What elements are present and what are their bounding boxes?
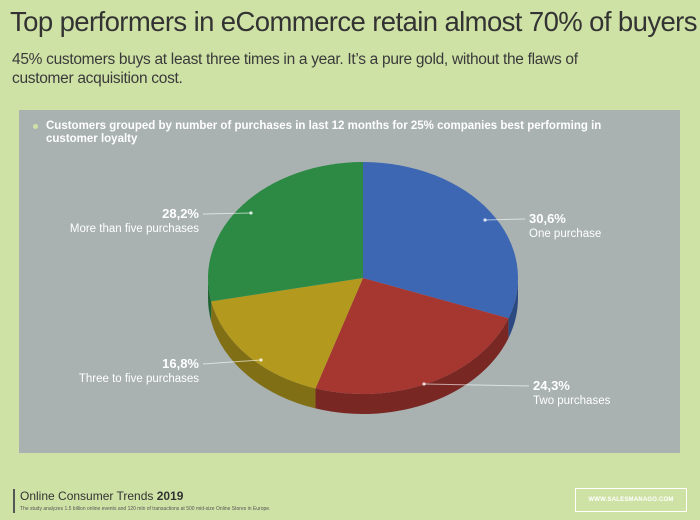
- pie-slice-two-purchases: [315, 278, 509, 394]
- category-label-three-to-five-purchases: Three to five purchases: [79, 373, 199, 385]
- pie-chart: 30,6% One purchase 24,3% Two purchases 16,8%…: [70, 162, 611, 414]
- chart-panel: Customers grouped by number of purchases…: [19, 110, 680, 453]
- value-label-one-purchase: 30,6%: [529, 211, 566, 226]
- leader-line-more-than-five-purchases: [202, 212, 252, 215]
- category-label-one-purchase: One purchase: [529, 228, 601, 240]
- leader-dot-three-to-five-purchases: [259, 358, 263, 362]
- category-label-two-purchases: Two purchases: [533, 395, 611, 407]
- leader-line-three-to-five-purchases: [202, 359, 262, 365]
- pie-slice-side-three-to-five-purchases: [211, 301, 316, 409]
- pie-slice-one-purchase: [363, 162, 518, 319]
- value-label-three-to-five-purchases: 16,8%: [162, 356, 199, 371]
- leader-dot-more-than-five-purchases: [249, 211, 253, 215]
- chart-caption: Customers grouped by number of purchases…: [33, 120, 636, 146]
- footer-note: The study analyzes 1.5 billion online ev…: [20, 506, 271, 512]
- category-label-more-than-five-purchases: More than five purchases: [70, 223, 199, 235]
- leader-line-one-purchase: [484, 218, 526, 221]
- leader-dot-one-purchase: [483, 218, 487, 222]
- pie-slice-three-to-five-purchases: [211, 278, 363, 389]
- pie-slice-side-two-purchases: [315, 318, 509, 414]
- footer-title-year: 2019: [156, 489, 184, 503]
- footer-title: Online Consumer Trends 2019: [20, 489, 183, 503]
- pie-slice-side-one-purchase: [508, 278, 518, 339]
- value-label-more-than-five-purchases: 28,2%: [162, 206, 199, 221]
- pie-slice-more-than-five-purchases: [208, 162, 363, 302]
- bullet-icon: [33, 124, 38, 129]
- leader-line-two-purchases: [423, 383, 530, 387]
- leader-dot-two-purchases: [422, 382, 426, 386]
- footer-title-prefix: Online Consumer Trends: [20, 489, 154, 503]
- website-badge[interactable]: WWW.SALESMANAGO.COM: [575, 488, 687, 512]
- footer-divider: [13, 489, 15, 513]
- page-subtitle: 45% customers buys at least three times …: [12, 51, 578, 87]
- value-label-two-purchases: 24,3%: [533, 378, 570, 393]
- chart-caption-text: Customers grouped by number of purchases…: [46, 120, 602, 145]
- pie-slice-side-more-than-five-purchases: [208, 278, 212, 322]
- page-title: Top performers in eCommerce retain almos…: [10, 6, 697, 37]
